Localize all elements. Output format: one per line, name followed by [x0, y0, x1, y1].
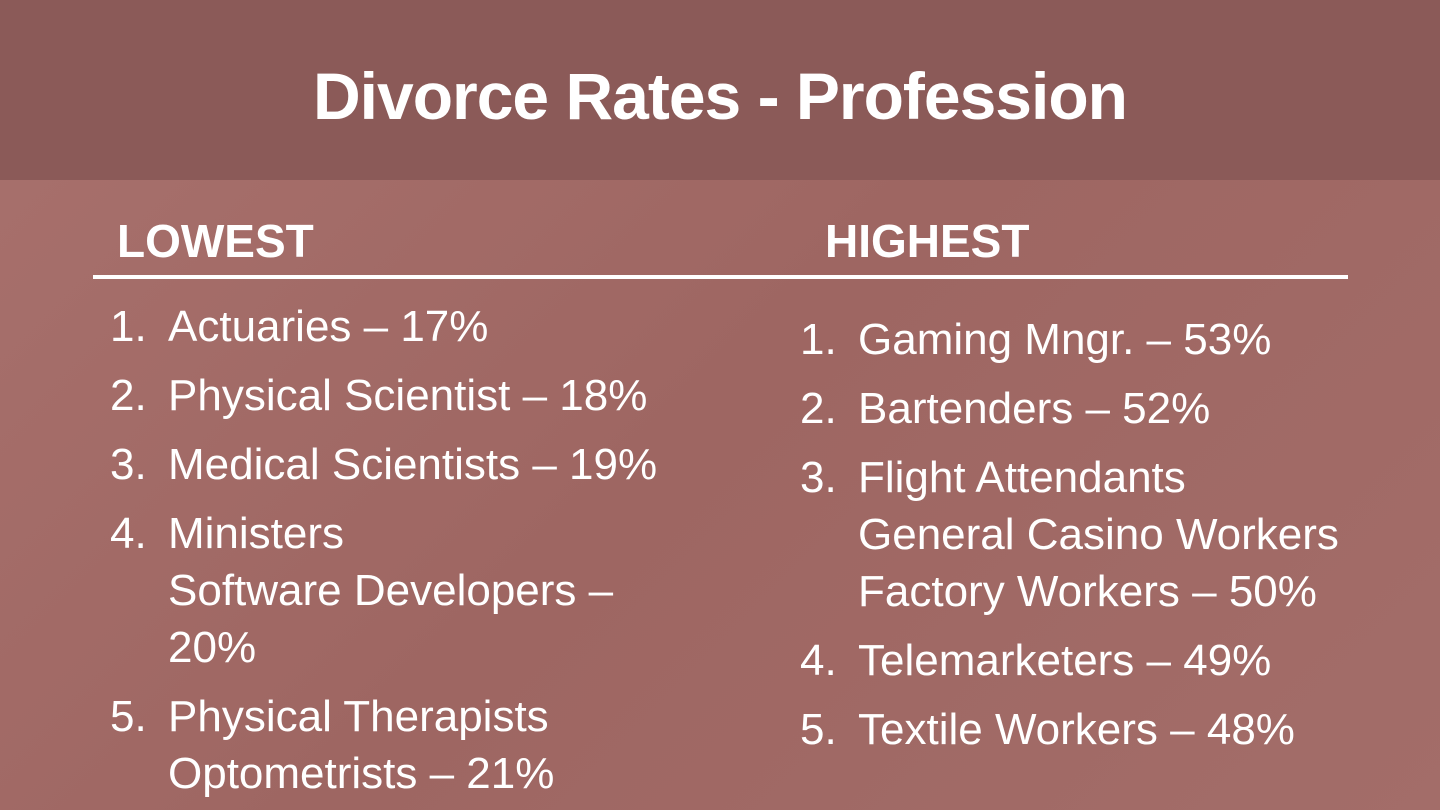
list: 1. Actuaries – 17% 2. Physical Scientist – …: [110, 298, 750, 810]
item-text: Bartenders – 52%: [858, 384, 1211, 433]
list-item: 5. Physical Therapists Optometrists – 21%: [110, 688, 750, 802]
list-item: 3. Medical Scientists – 19%: [110, 436, 750, 493]
item-number: 2.: [800, 384, 837, 433]
item-text: Telemarketers – 49%: [858, 636, 1272, 685]
item-number: 5.: [800, 705, 837, 754]
item-text: 20%: [168, 623, 257, 672]
item-number: 4.: [110, 509, 147, 558]
item-text: Flight Attendants: [858, 453, 1186, 502]
list: 1. Gaming Mngr. – 53% 2. Bartenders – 52% 3.…: [800, 311, 1440, 770]
item-text: Physical Scientist – 18%: [168, 371, 648, 420]
item-text: Textile Workers – 48%: [858, 705, 1295, 754]
item-number: 1.: [800, 315, 837, 364]
item-text: Factory Workers – 50%: [858, 567, 1317, 616]
item-text: Actuaries – 17%: [168, 302, 489, 351]
column-heading: HIGHEST: [825, 215, 1030, 267]
item-number: 5.: [110, 692, 147, 741]
item-text: Software Developers –: [168, 566, 614, 615]
item-number: 3.: [110, 440, 147, 489]
divider: [93, 275, 1348, 279]
item-number: 4.: [800, 636, 837, 685]
list-item: 2. Physical Scientist – 18%: [110, 367, 750, 424]
item-number: 2.: [110, 371, 147, 420]
list-item: 5. Textile Workers – 48%: [800, 701, 1440, 758]
list-item: 4. Ministers Software Developers – 20%: [110, 505, 750, 676]
list-item: 3. Flight Attendants General Casino Worker…: [800, 449, 1440, 620]
item-text: Ministers: [168, 509, 345, 558]
list-item: 2. Bartenders – 52%: [800, 380, 1440, 437]
item-text: Gaming Mngr. – 53%: [858, 315, 1272, 364]
item-text: Medical Scientists – 19%: [168, 440, 658, 489]
item-number: 3.: [800, 453, 837, 502]
item-text: General Casino Workers: [858, 510, 1339, 559]
column-heading: LOWEST: [117, 215, 314, 267]
list-item: 1. Actuaries – 17%: [110, 298, 750, 355]
title-band: [0, 0, 1440, 180]
item-text: Optometrists – 21%: [168, 749, 555, 798]
title: Divorce Rates - Profession: [313, 59, 1128, 133]
list-item: 1. Gaming Mngr. – 53%: [800, 311, 1440, 368]
item-text: Physical Therapists: [168, 692, 549, 741]
list-item: 4. Telemarketers – 49%: [800, 632, 1440, 689]
item-number: 1.: [110, 302, 147, 351]
